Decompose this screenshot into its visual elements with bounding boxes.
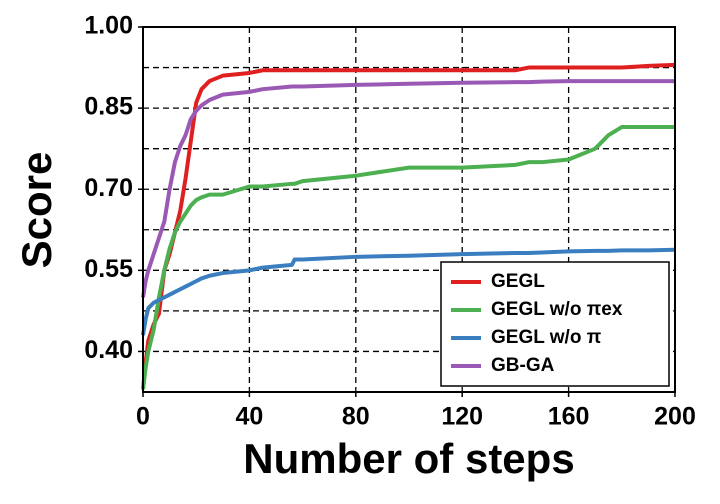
- x-tick-label: 40: [235, 403, 263, 431]
- plot-frame: [142, 26, 676, 393]
- legend-label: GEGL w/o π: [491, 327, 602, 348]
- x-tick-label: 0: [136, 403, 150, 431]
- y-tick-label: 1.00: [84, 12, 133, 40]
- x-tick-label: 200: [654, 403, 696, 431]
- series-line: [141, 79, 675, 298]
- x-tick-label: 80: [342, 403, 370, 431]
- series-line: [141, 247, 676, 336]
- x-axis-label: Number of steps: [243, 435, 574, 482]
- y-tick-label: 0.55: [84, 255, 133, 283]
- y-tick-label: 0.70: [84, 174, 133, 202]
- y-tick-label: 0.85: [84, 93, 133, 121]
- legend-label: GEGL w/o πex: [491, 299, 623, 320]
- x-tick-label: 120: [441, 403, 483, 431]
- x-tick-label: 160: [548, 403, 590, 431]
- legend-label: GEGL: [491, 271, 545, 292]
- y-axis-label: Score: [13, 152, 60, 269]
- series-line: [141, 125, 675, 390]
- legend: GEGL GEGL w/o πex GEGL w/o π GB-GA: [440, 261, 670, 387]
- legend-label: GB-GA: [491, 355, 555, 376]
- y-tick-label: 0.40: [84, 336, 133, 364]
